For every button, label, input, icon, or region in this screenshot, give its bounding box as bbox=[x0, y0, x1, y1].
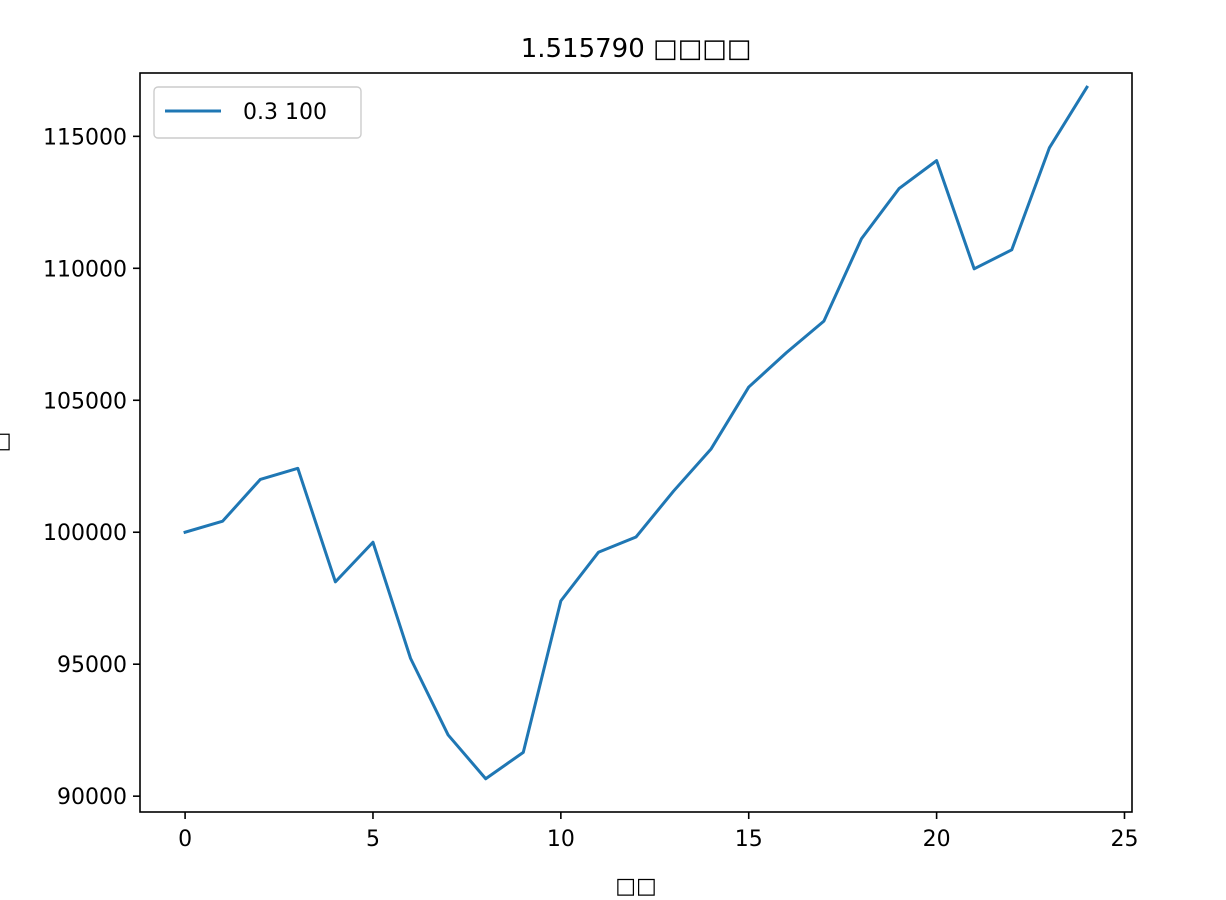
series-line-0 bbox=[183, 85, 1089, 781]
y-tick-label: 110000 bbox=[43, 257, 127, 282]
x-axis-label: □□ bbox=[615, 874, 657, 899]
x-axis: 0 5 10 15 20 25 bbox=[178, 812, 1138, 852]
x-tick-label: 25 bbox=[1110, 827, 1138, 852]
y-tick-label: 90000 bbox=[57, 785, 127, 810]
chart-title: 1.515790 □□□□ bbox=[521, 34, 752, 64]
y-tick-label: 115000 bbox=[43, 125, 127, 150]
y-axis: 90000 95000 100000 105000 110000 115000 bbox=[43, 125, 140, 810]
x-tick-label: 5 bbox=[366, 827, 380, 852]
x-tick-label: 0 bbox=[178, 827, 192, 852]
x-tick-label: 10 bbox=[547, 827, 575, 852]
x-tick-label: 20 bbox=[923, 827, 951, 852]
legend-entry-label: 0.3 100 bbox=[243, 100, 327, 125]
legend-box bbox=[153, 86, 362, 139]
plot-area bbox=[183, 85, 1089, 781]
axes-frame bbox=[139, 72, 1133, 813]
legend: 0.3 100 bbox=[153, 86, 362, 139]
y-tick-label: 95000 bbox=[57, 653, 127, 678]
x-tick-label: 15 bbox=[735, 827, 763, 852]
y-axis-label: □ bbox=[0, 432, 13, 453]
y-tick-label: 105000 bbox=[43, 389, 127, 414]
y-tick-label: 100000 bbox=[43, 521, 127, 546]
